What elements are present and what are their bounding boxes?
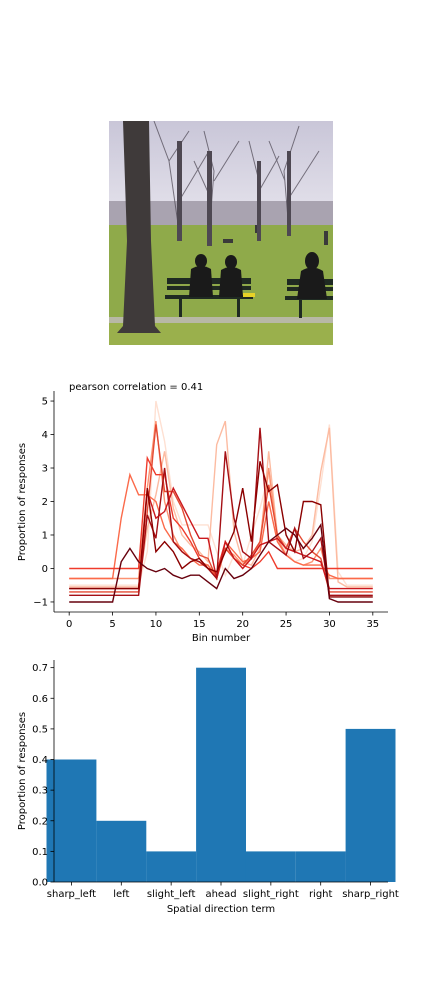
bar-chart-x-label: Spatial direction term [167,904,275,915]
x-tick-label: sharp_right [342,889,399,900]
x-tick-label: 0 [66,619,72,630]
y-tick-label: 0.5 [32,724,48,735]
bar-chart-y-label: Proportion of responses [17,712,28,830]
x-tick-label: right [309,889,333,900]
x-tick-label: 15 [193,619,206,630]
y-tick-label: 2 [42,497,48,508]
y-tick-label: 0.2 [32,816,48,827]
y-tick-label: 3 [42,464,48,475]
line-chart-x-label: Bin number [192,633,251,644]
bar-left [96,821,146,882]
x-tick-label: 20 [236,619,249,630]
y-tick-label: 0.4 [32,755,48,766]
x-tick-label: 35 [366,619,379,630]
y-tick-label: 0.7 [32,663,48,674]
x-tick-label: 25 [280,619,293,630]
x-tick-label: left [113,889,129,900]
y-tick-label: 5 [42,397,48,408]
bar-ahead [196,668,246,882]
bar-slight_right [246,851,296,882]
x-tick-label: 5 [109,619,115,630]
bar-slight_left [146,851,196,882]
bar-sharp_right [346,729,396,882]
x-tick-label: 30 [323,619,336,630]
bar-chart-x-ticks: sharp_left left slight_left ahead slight_rig… [47,882,399,900]
x-tick-label: 10 [150,619,163,630]
y-tick-label: 1 [42,530,48,541]
y-tick-label: 0.3 [32,786,48,797]
y-tick-label: 0.0 [32,878,48,889]
bar-chart: 0.00.10.20.30.40.50.60.7 sharp_left left s… [0,650,432,930]
y-tick-label: 0.6 [32,694,48,705]
y-tick-label: 0.1 [32,847,48,858]
y-tick-label: 4 [42,430,48,441]
bar-chart-bars [47,668,396,882]
park-bench-photo [109,121,333,345]
y-tick-label: 0 [42,564,48,575]
x-tick-label: sharp_left [47,889,96,900]
line-chart-y-ticks: −1 0 1 2 3 4 5 [33,397,54,609]
x-tick-label: ahead [205,889,236,900]
bar-right [296,851,346,882]
line-chart-series [69,401,373,602]
x-tick-label: slight_left [147,889,196,900]
line-chart: pearson correlation = 0.41 −1 0 1 2 3 4 5 0 5 10… [0,370,432,650]
line-chart-title: pearson correlation = 0.41 [69,382,203,393]
line-chart-y-label: Proportion of responses [17,443,28,561]
line-chart-x-ticks: 0 5 10 15 20 25 30 35 [66,612,379,630]
y-tick-label: −1 [33,597,48,608]
yellow-bag [243,293,255,297]
x-tick-label: slight_right [243,889,299,900]
